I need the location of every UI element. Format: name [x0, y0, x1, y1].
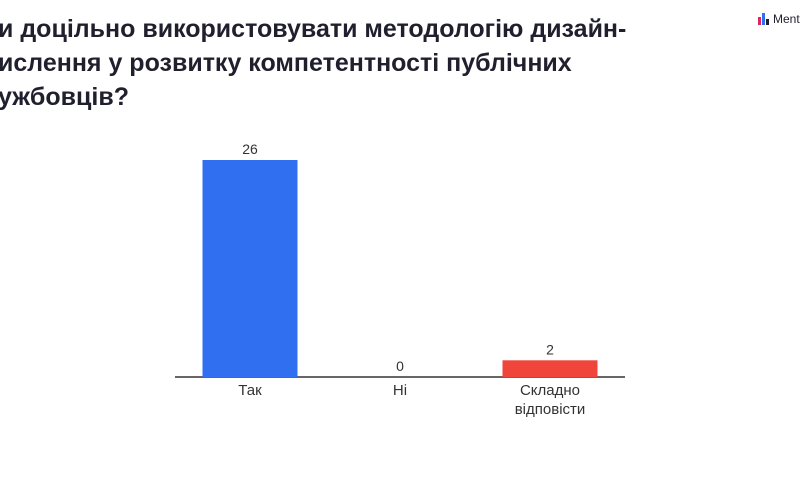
logo: Ment — [758, 12, 800, 26]
x-tick-label: Ні — [392, 382, 408, 399]
value-label: 2 — [546, 341, 554, 357]
value-label: 26 — [242, 141, 258, 157]
logo-text: Ment — [773, 12, 800, 26]
bar — [502, 360, 598, 377]
chart-title: и доцільно використовувати методологію д… — [0, 15, 627, 111]
logo-icon — [758, 13, 769, 25]
x-tick-label: Складно відповісти — [514, 382, 586, 418]
x-tick-label: Так — [238, 382, 262, 399]
value-label: 0 — [396, 358, 404, 374]
bar — [202, 160, 298, 377]
